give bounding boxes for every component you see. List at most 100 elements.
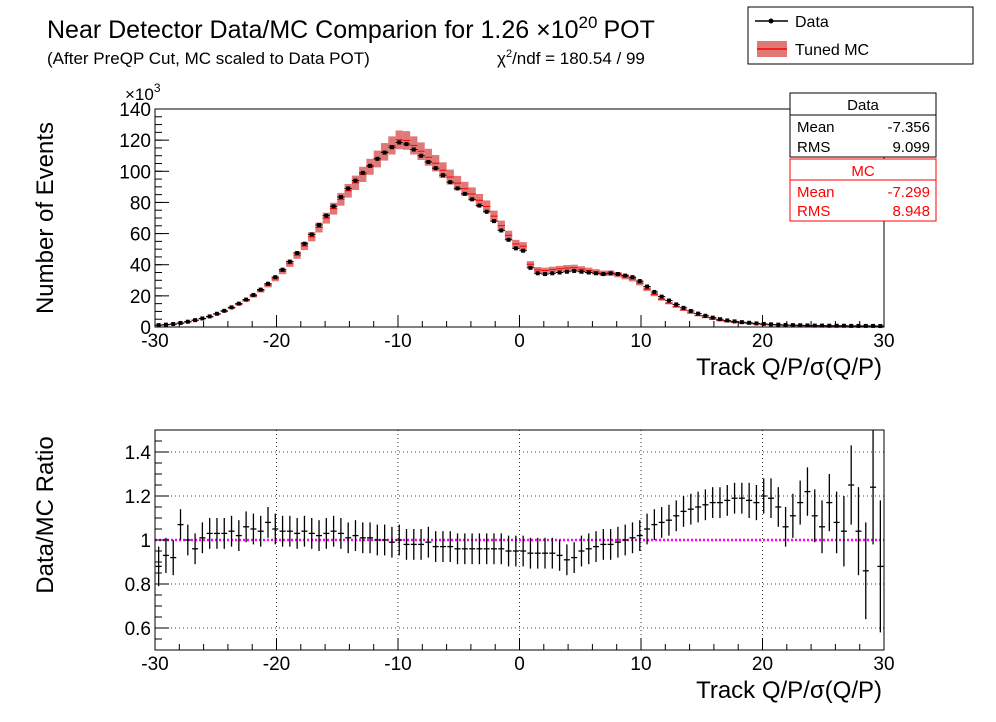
- stats-mc-rms-value: 8.948: [892, 203, 930, 220]
- data-point: [849, 323, 854, 328]
- data-point: [696, 311, 701, 316]
- x-tick-label: 10: [630, 654, 651, 675]
- chart-title: Near Detector Data/MC Comparion for 1.26…: [47, 13, 655, 44]
- data-point: [674, 302, 679, 307]
- data-point: [703, 313, 708, 318]
- chart-subtitle: (After PreQP Cut, MC scaled to Data POT): [47, 49, 370, 68]
- data-point: [280, 267, 285, 272]
- data-point: [200, 316, 205, 321]
- legend: Data Tuned MC: [747, 6, 974, 65]
- data-point: [871, 323, 876, 328]
- data-point: [506, 237, 511, 242]
- stats-data-mean-value: -7.356: [887, 119, 930, 136]
- y-tick-label: 0.8: [125, 575, 151, 596]
- data-point: [178, 320, 183, 325]
- data-point: [550, 271, 555, 276]
- data-point: [353, 178, 358, 183]
- spectrum-frame: [154, 108, 885, 328]
- data-point: [426, 159, 431, 164]
- y-tick-label: 0: [140, 318, 151, 339]
- data-point: [317, 223, 322, 228]
- data-point: [564, 269, 569, 274]
- data-point: [491, 219, 496, 224]
- data-point: [448, 180, 453, 185]
- data-point: [637, 279, 642, 284]
- data-point: [776, 322, 781, 327]
- data-point: [739, 320, 744, 325]
- data-point: [594, 271, 599, 276]
- stats-box-data: Data Mean -7.356 RMS 9.099: [789, 92, 937, 158]
- data-point: [375, 156, 380, 161]
- stats-mc-title: MC: [851, 163, 874, 180]
- data-point: [863, 323, 868, 328]
- data-point: [229, 305, 234, 310]
- y-tick-label: 40: [130, 256, 151, 277]
- spectrum-axes: -30 -20 -10 0 10 20 30 0 20 40 60 80 100 120 140: [119, 100, 894, 352]
- y-tick-label: 1.2: [125, 487, 151, 508]
- data-point: [389, 145, 394, 150]
- data-point: [440, 173, 445, 178]
- data-point: [302, 241, 307, 246]
- y-tick-label: 60: [130, 225, 151, 246]
- ratio-ylabel: Data/MC Ratio: [32, 436, 59, 593]
- data-point: [601, 272, 606, 277]
- data-point: [732, 319, 737, 324]
- data-point: [754, 321, 759, 326]
- data-point: [462, 191, 467, 196]
- data-point: [856, 323, 861, 328]
- data-point: [783, 322, 788, 327]
- stats-mc-mean-value: -7.299: [887, 184, 930, 201]
- data-point: [360, 170, 365, 175]
- ratio-plot: -30 -20 -10 0 10 20 30 0.6 0.8 1 1.2 1.4 Track Q/P/…: [32, 429, 895, 704]
- data-point: [156, 323, 161, 328]
- data-point: [185, 319, 190, 324]
- data-point: [805, 323, 810, 328]
- data-point: [207, 314, 212, 319]
- data-point: [171, 322, 176, 327]
- data-point: [484, 209, 489, 214]
- data-point: [681, 305, 686, 310]
- spectrum-marks: [155, 130, 884, 329]
- data-point: [324, 213, 329, 218]
- y-tick-label: 140: [119, 100, 151, 121]
- data-point: [346, 186, 351, 191]
- data-point: [579, 269, 584, 274]
- data-point: [747, 320, 752, 325]
- data-point: [535, 271, 540, 276]
- data-point: [236, 301, 241, 306]
- data-point: [820, 323, 825, 328]
- x-tick-label: 30: [873, 331, 894, 352]
- y-tick-label: 80: [130, 193, 151, 214]
- legend-data-marker: [768, 18, 774, 24]
- data-point: [214, 311, 219, 316]
- data-point: [265, 281, 270, 286]
- data-point: [666, 298, 671, 303]
- data-point: [251, 292, 256, 297]
- data-point: [404, 142, 409, 147]
- data-point: [557, 270, 562, 275]
- ratio-axes: -30 -20 -10 0 10 20 30 0.6 0.8 1 1.2 1.4: [125, 429, 895, 675]
- data-point: [812, 323, 817, 328]
- data-point: [521, 248, 526, 253]
- data-point: [623, 273, 628, 278]
- x-tick-label: 20: [752, 654, 773, 675]
- stats-data-frame: [789, 92, 937, 158]
- stats-mc-frame: [789, 158, 937, 222]
- data-point: [878, 324, 883, 329]
- data-point: [572, 268, 577, 273]
- x-tick-label: 10: [630, 331, 651, 352]
- y-tick-label: 0.6: [125, 619, 151, 640]
- stats-mc-rms-label: RMS: [797, 203, 830, 220]
- data-point: [477, 203, 482, 208]
- spectrum-xlabel: Track Q/P/σ(Q/P): [696, 354, 882, 381]
- stats-box-mc: MC Mean -7.299 RMS 8.948: [789, 158, 937, 222]
- data-point: [652, 289, 657, 294]
- data-point: [258, 287, 263, 292]
- data-point: [798, 323, 803, 328]
- data-point: [841, 323, 846, 328]
- data-point: [717, 317, 722, 322]
- ratio-marks: [155, 430, 884, 633]
- x-tick-label: -10: [384, 654, 411, 675]
